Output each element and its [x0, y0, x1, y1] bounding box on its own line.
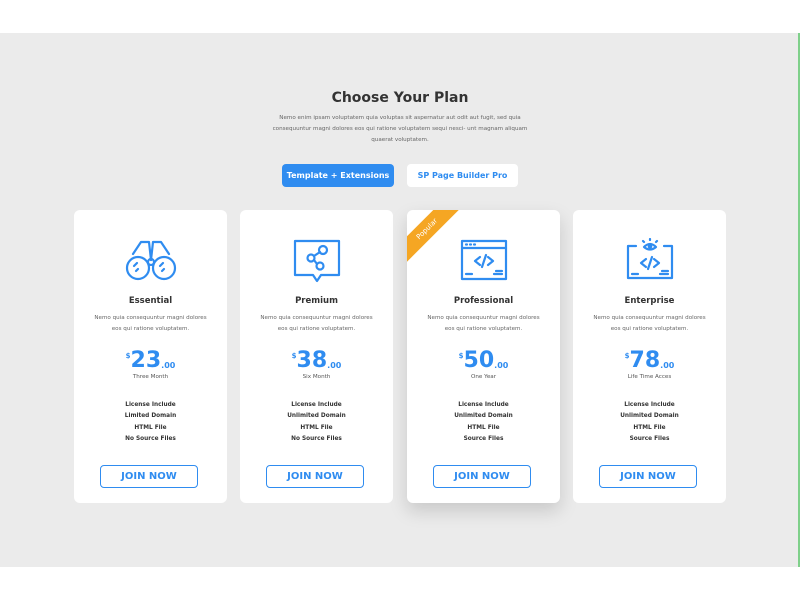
- feature-item: License Include: [291, 402, 342, 408]
- plan-description: Nemo quia consequuntur magni dolores eos…: [94, 315, 207, 332]
- plan-card-professional: Popular Professional Nemo quia consequun…: [407, 210, 560, 503]
- tab-sp-page-builder-pro[interactable]: SP Page Builder Pro: [407, 164, 518, 187]
- plan-card-essential: Essential Nemo quia consequuntur magni d…: [74, 210, 227, 503]
- feature-item: License Include: [458, 402, 509, 408]
- price-amount: 50: [463, 348, 495, 373]
- plan-description: Nemo quia consequuntur magni dolores eos…: [593, 315, 706, 332]
- plan-price: $50.00: [407, 350, 560, 372]
- price-cents: .00: [660, 361, 675, 370]
- feature-item: Unlimited Domain: [620, 413, 679, 420]
- plan-name: Professional: [453, 296, 514, 306]
- plan-period: One Year: [470, 374, 496, 380]
- price-amount: 38: [296, 348, 328, 373]
- feature-item: HTML File: [633, 424, 666, 431]
- plan-price: $38.00: [240, 350, 393, 372]
- price-amount: 78: [629, 348, 661, 373]
- feature-item: No Source Files: [291, 435, 342, 442]
- plan-card-enterprise: Enterprise Nemo quia consequuntur magni …: [573, 210, 726, 503]
- plan-price: $78.00: [573, 350, 726, 372]
- plan-name: Premium: [295, 296, 338, 306]
- plan-card-premium: Premium Nemo quia consequuntur magni dol…: [240, 210, 393, 503]
- join-now-button[interactable]: JOIN NOW: [266, 465, 364, 488]
- feature-list: License Include Unlimited Domain HTML File…: [407, 400, 560, 445]
- price-amount: 23: [130, 348, 162, 373]
- plan-description: Nemo quia consequuntur magni dolores eos…: [427, 315, 540, 332]
- feature-item: License Include: [125, 402, 176, 408]
- plan-description: Nemo quia consequuntur magni dolores eos…: [260, 315, 373, 332]
- feature-list: License Include Unlimited Domain HTML File…: [573, 400, 726, 445]
- feature-item: Source Files: [629, 435, 670, 442]
- join-now-button[interactable]: JOIN NOW: [100, 465, 198, 488]
- price-cents: .00: [161, 361, 176, 370]
- currency: $: [458, 352, 464, 360]
- currency: $: [291, 352, 297, 360]
- code-window-icon: [460, 239, 507, 281]
- page-title: Choose Your Plan: [331, 90, 469, 106]
- plan-name: Essential: [128, 296, 173, 306]
- binoculars-icon: [125, 240, 176, 281]
- price-cents: .00: [494, 361, 509, 370]
- join-now-button[interactable]: JOIN NOW: [599, 465, 697, 488]
- plan-price: $23.00: [74, 350, 227, 372]
- feature-item: License Include: [624, 402, 675, 408]
- share-chat-icon: [293, 239, 340, 283]
- plan-period: Life Time Acces: [627, 374, 672, 380]
- feature-item: No Source Files: [125, 435, 176, 442]
- feature-list: License Include Unlimited Domain HTML File…: [240, 400, 393, 445]
- plan-period: Six Month: [302, 374, 331, 380]
- currency: $: [125, 352, 131, 360]
- feature-item: Limited Domain: [124, 413, 177, 420]
- feature-item: HTML File: [467, 424, 500, 431]
- feature-item: HTML File: [300, 424, 333, 431]
- feature-item: Unlimited Domain: [287, 413, 346, 420]
- tab-template-extensions[interactable]: Template + Extensions: [282, 164, 394, 187]
- page-subtitle: Nemo enim ipsam voluptatem quia voluptas…: [272, 115, 528, 143]
- price-cents: .00: [327, 361, 342, 370]
- join-now-button[interactable]: JOIN NOW: [433, 465, 531, 488]
- feature-list: License Include Limited Domain HTML File No…: [74, 400, 227, 445]
- feature-item: HTML File: [134, 424, 167, 431]
- code-eye-icon: [626, 237, 673, 280]
- edge-line: [798, 33, 800, 567]
- plan-period: Three Month: [132, 374, 169, 380]
- feature-item: Unlimited Domain: [454, 413, 513, 420]
- currency: $: [624, 352, 630, 360]
- feature-item: Source Files: [463, 435, 504, 442]
- plan-name: Enterprise: [624, 296, 675, 306]
